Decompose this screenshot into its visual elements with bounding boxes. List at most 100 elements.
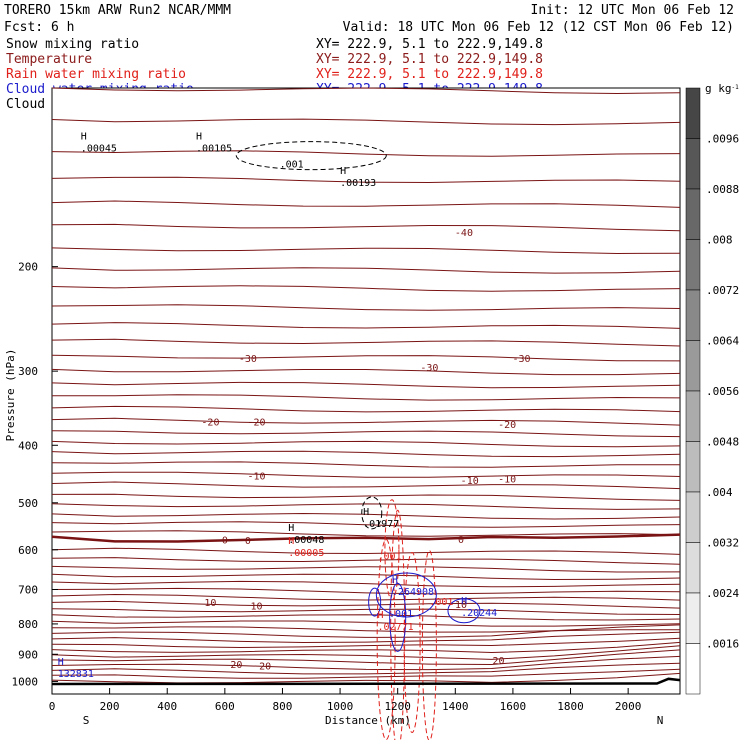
plot-area: -40 -30 -30 -30 -20 -20 -20 -10 -10 -10 0 0 0 10 10 10 2… xyxy=(51,87,681,740)
extremum-value: .00105 xyxy=(196,144,232,155)
y-tick-label: 800 xyxy=(18,618,38,631)
isotherm-label: 0 xyxy=(222,536,228,547)
isotherm-line xyxy=(51,668,681,679)
colorbar-label: .0064 xyxy=(706,335,739,348)
isotherm-label: 10 xyxy=(455,600,467,611)
field-xy: XY= 222.9, 5.1 to 222.9,149.8 xyxy=(316,37,543,52)
isotherm-line xyxy=(51,450,681,458)
cloud-water-contour xyxy=(375,572,437,618)
extremum-mark: H xyxy=(378,610,384,621)
rain-contour xyxy=(403,552,421,734)
isotherm-line xyxy=(51,405,681,413)
isotherm-line xyxy=(51,631,681,644)
extremum-value: .001 xyxy=(429,597,453,608)
isotherm-line xyxy=(51,354,681,362)
y-tick-label: 200 xyxy=(18,261,38,274)
south-end-label: S xyxy=(83,714,90,727)
x-tick-label: 600 xyxy=(215,700,235,713)
colorbar-label: .0048 xyxy=(706,436,739,449)
colorbar-segment xyxy=(685,87,701,139)
isotherm-line xyxy=(51,322,681,329)
extremum-value: .01977 xyxy=(363,519,399,530)
rain-contour xyxy=(421,550,437,740)
extrema-labels: H.00045H.00105.001H.00193H.01977H.00048H… xyxy=(58,132,497,680)
isotherm-line xyxy=(51,637,681,649)
x-tick-label: 0 xyxy=(49,700,56,713)
isotherm-line xyxy=(51,176,681,184)
field-xy: XY= 222.9, 5.1 to 222.9,149.8 xyxy=(316,52,543,67)
y-tick-label: 900 xyxy=(18,648,38,661)
forecast-hour: Fcst: 6 h xyxy=(4,20,74,35)
extremum-value: .00045 xyxy=(81,144,117,155)
isotherm-label: -30 xyxy=(513,354,531,365)
colorbar-segment xyxy=(685,441,701,493)
cloud-water-contour xyxy=(447,598,481,624)
field-name: Rain water mixing ratio xyxy=(6,67,186,82)
colorbar-unit: g kg-1 xyxy=(705,82,739,95)
terrain-surface xyxy=(51,677,681,686)
rain-contour xyxy=(384,499,400,601)
isotherm-line xyxy=(51,573,681,581)
isotherm-line xyxy=(51,521,681,528)
isotherm-label: -20 xyxy=(498,420,516,431)
north-end-label: N xyxy=(657,714,664,727)
extremum-mark: H xyxy=(81,132,87,143)
x-tick-label: 1000 xyxy=(327,700,354,713)
colorbar-label: .0072 xyxy=(706,284,739,297)
isotherm-label: 10 xyxy=(204,598,216,609)
extremum-value: .001 xyxy=(389,609,413,620)
isotherm-line xyxy=(51,87,681,95)
x-tick-label: 1800 xyxy=(557,700,584,713)
isotherm-label: 0 xyxy=(458,535,464,546)
isotherm-line xyxy=(51,557,681,565)
extremum-mark: H xyxy=(196,132,202,143)
isotherm-line xyxy=(51,580,681,588)
isotherm-line xyxy=(51,200,681,208)
colorbar-segment xyxy=(685,643,701,695)
extremum-mark: H xyxy=(340,166,346,177)
colorbar-segment xyxy=(685,188,701,240)
field-name: Temperature xyxy=(6,52,92,67)
isotherm-line xyxy=(51,624,681,638)
isotherm-line xyxy=(51,587,681,595)
valid-time: Valid: 18 UTC Mon 06 Feb 12 (12 CST Mon … xyxy=(343,20,734,35)
x-tick-label: 400 xyxy=(157,700,177,713)
colorbar-segment xyxy=(685,592,701,644)
extremum-value: .00193 xyxy=(340,178,376,189)
isotherm-line xyxy=(51,503,681,510)
rain-contour xyxy=(376,539,396,740)
isotherm-label: -10 xyxy=(461,476,479,487)
y-axis: 200 300 400 500 600 700 800 900 1000 xyxy=(12,261,58,688)
colorbar-segment xyxy=(685,390,701,442)
isotherm-line xyxy=(51,368,681,376)
freezing-level-line xyxy=(51,533,681,543)
isotherm-line xyxy=(51,614,681,621)
isotherm-label: 10 xyxy=(251,602,263,613)
isotherm-line xyxy=(51,620,681,627)
isotherm-line xyxy=(51,493,681,501)
extremum-mark: H xyxy=(461,596,467,607)
isotherm-label: 20 xyxy=(230,660,242,671)
isotherm-line xyxy=(51,645,681,660)
model-title: TORERO 15km ARW Run2 NCAR/MMM xyxy=(4,3,231,18)
colorbar-label: .0088 xyxy=(706,183,739,196)
isotherm-line xyxy=(51,512,681,520)
colorbar-label: .008 xyxy=(706,234,733,247)
isotherm-label: -20 xyxy=(201,418,219,429)
field-xy: XY= 222.9, 5.1 to 222.9,149.8 xyxy=(316,67,543,82)
isotherm-label: 20 xyxy=(259,661,271,672)
isotherm-line xyxy=(51,662,681,675)
y-tick-label: 400 xyxy=(18,439,38,452)
isotherm-line xyxy=(51,247,681,255)
isotherm-line xyxy=(51,338,681,347)
isotherm-line xyxy=(51,565,681,573)
init-time: Init: 12 UTC Mon 06 Feb 12 xyxy=(531,3,735,18)
extremum-mark: H xyxy=(392,575,398,586)
y-tick-label: 500 xyxy=(18,497,38,510)
isotherm-label: 0 xyxy=(245,536,251,547)
colorbar-segment xyxy=(685,491,701,543)
x-tick-label: 1400 xyxy=(442,700,469,713)
x-tick-label: 1600 xyxy=(500,700,527,713)
isotherm-label: -20 xyxy=(248,418,266,429)
